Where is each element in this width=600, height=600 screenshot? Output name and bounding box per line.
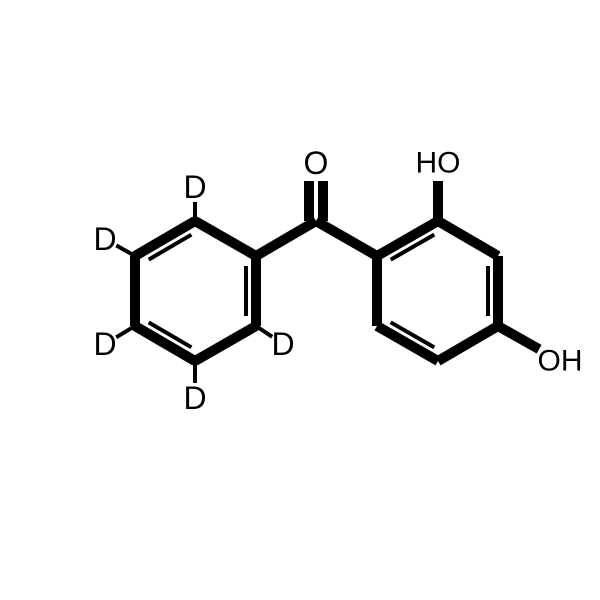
molecule-diagram: D D D D D O HO OH — [0, 0, 600, 600]
atom-label: O — [304, 145, 329, 181]
atom-label: D — [93, 221, 116, 257]
atom-label: D — [183, 380, 206, 416]
atom-label: OH — [538, 345, 583, 378]
atom-label: D — [271, 326, 294, 362]
atom-label: D — [93, 326, 116, 362]
atom-label: HO — [416, 147, 461, 180]
atom-label: D — [183, 169, 206, 205]
